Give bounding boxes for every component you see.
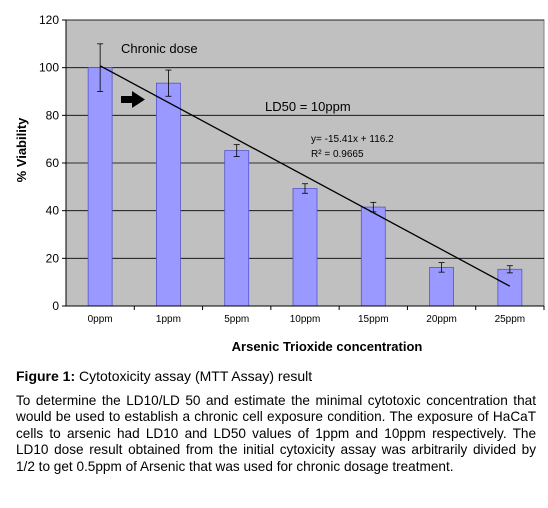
bar-15ppm [360, 206, 386, 307]
r-squared: R² = 0.9665 [311, 149, 364, 160]
chronic-dose-annotation: Chronic dose [121, 41, 198, 56]
y-tick-label: 120 [39, 13, 59, 27]
bar-5ppm [224, 150, 250, 307]
right-arrow-icon [121, 91, 145, 108]
y-tick-label: 100 [39, 61, 59, 75]
bar-1ppm [156, 82, 181, 307]
cytotoxicity-chart: 0 20 40 60 80 100 120 0ppm 1ppm 5ppm 10ppm 15ppm 20… [14, 13, 545, 354]
bar-10ppm [292, 188, 318, 307]
y-tick-label: 20 [46, 251, 60, 265]
y-tick-label: 80 [46, 108, 60, 122]
x-axis-label: Arsenic Trioxide concentration [232, 339, 423, 354]
y-axis-label: % Viability [14, 117, 29, 183]
error-bars [97, 43, 513, 274]
figure-label: Figure 1: [16, 368, 76, 384]
x-tick-label: 5ppm [224, 314, 249, 325]
x-tick-labels: 0ppm 1ppm 5ppm 10ppm 15ppm 20ppm 25ppm [88, 306, 545, 325]
x-tick-label: 0ppm [88, 314, 113, 325]
bar-25ppm [497, 268, 523, 307]
y-tick-label: 60 [46, 156, 60, 170]
gridlines [66, 19, 544, 259]
figure-caption: Figure 1: Cytotoxicity assay (MTT Assay)… [16, 368, 536, 385]
x-tick-label: 15ppm [358, 314, 389, 325]
y-tick-labels: 0 20 40 60 80 100 120 [39, 13, 544, 313]
trendline [99, 65, 511, 287]
y-tick-label: 0 [52, 299, 59, 313]
x-tick-label: 10ppm [290, 314, 321, 325]
figure-caption-text: Cytotoxicity assay (MTT Assay) result [79, 368, 313, 384]
bar-0ppm [87, 67, 113, 307]
x-tick-label: 1ppm [156, 314, 181, 325]
y-tick-label: 40 [46, 204, 60, 218]
trend-equation: y= -15.41x + 116.2 [311, 134, 394, 145]
body-paragraph: To determine the LD10/LD 50 and estimate… [16, 393, 536, 474]
bar-20ppm [429, 266, 454, 307]
x-tick-label: 25ppm [495, 314, 526, 325]
ld50-annotation: LD50 = 10ppm [265, 99, 351, 114]
x-tick-label: 20ppm [426, 314, 457, 325]
